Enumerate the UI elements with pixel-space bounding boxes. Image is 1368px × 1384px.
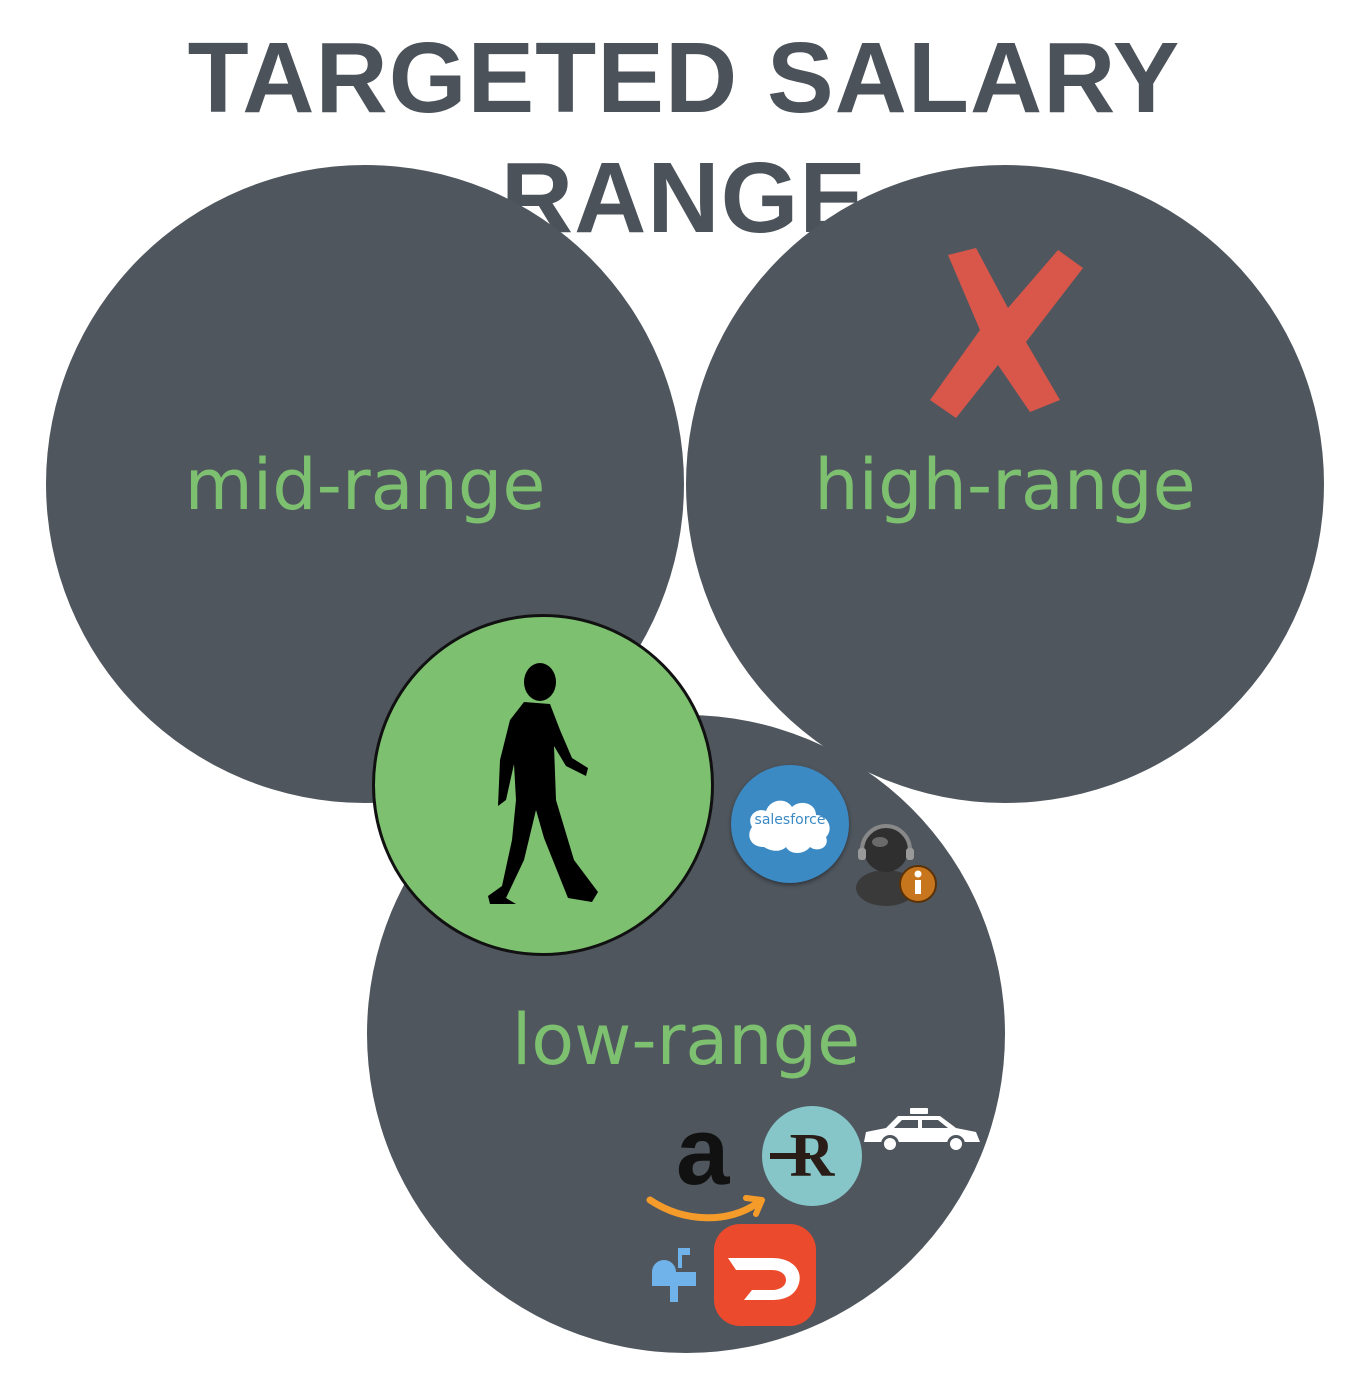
amazon-logo-letter: a — [676, 1098, 730, 1205]
amazon-logo: a — [646, 1102, 766, 1225]
high-range-circle — [686, 165, 1324, 803]
doordash-icon — [714, 1224, 816, 1326]
salesforce-logo: salesforce — [731, 765, 849, 883]
salesforce-logo-text: salesforce — [754, 812, 826, 828]
walking-person-icon — [480, 660, 610, 910]
x-mark-icon — [918, 240, 1088, 425]
high-range-label: high-range — [814, 444, 1196, 526]
r-logo-strike — [770, 1153, 810, 1159]
mailbox-icon — [650, 1246, 698, 1304]
page-title: TARGETED SALARY RANGE — [187, 22, 1181, 254]
r-logo: R — [762, 1106, 862, 1206]
mid-range-label: mid-range — [184, 444, 546, 526]
low-range-label: low-range — [511, 999, 861, 1081]
taxi-car-icon — [860, 1106, 984, 1156]
support-agent-icon — [850, 822, 940, 907]
